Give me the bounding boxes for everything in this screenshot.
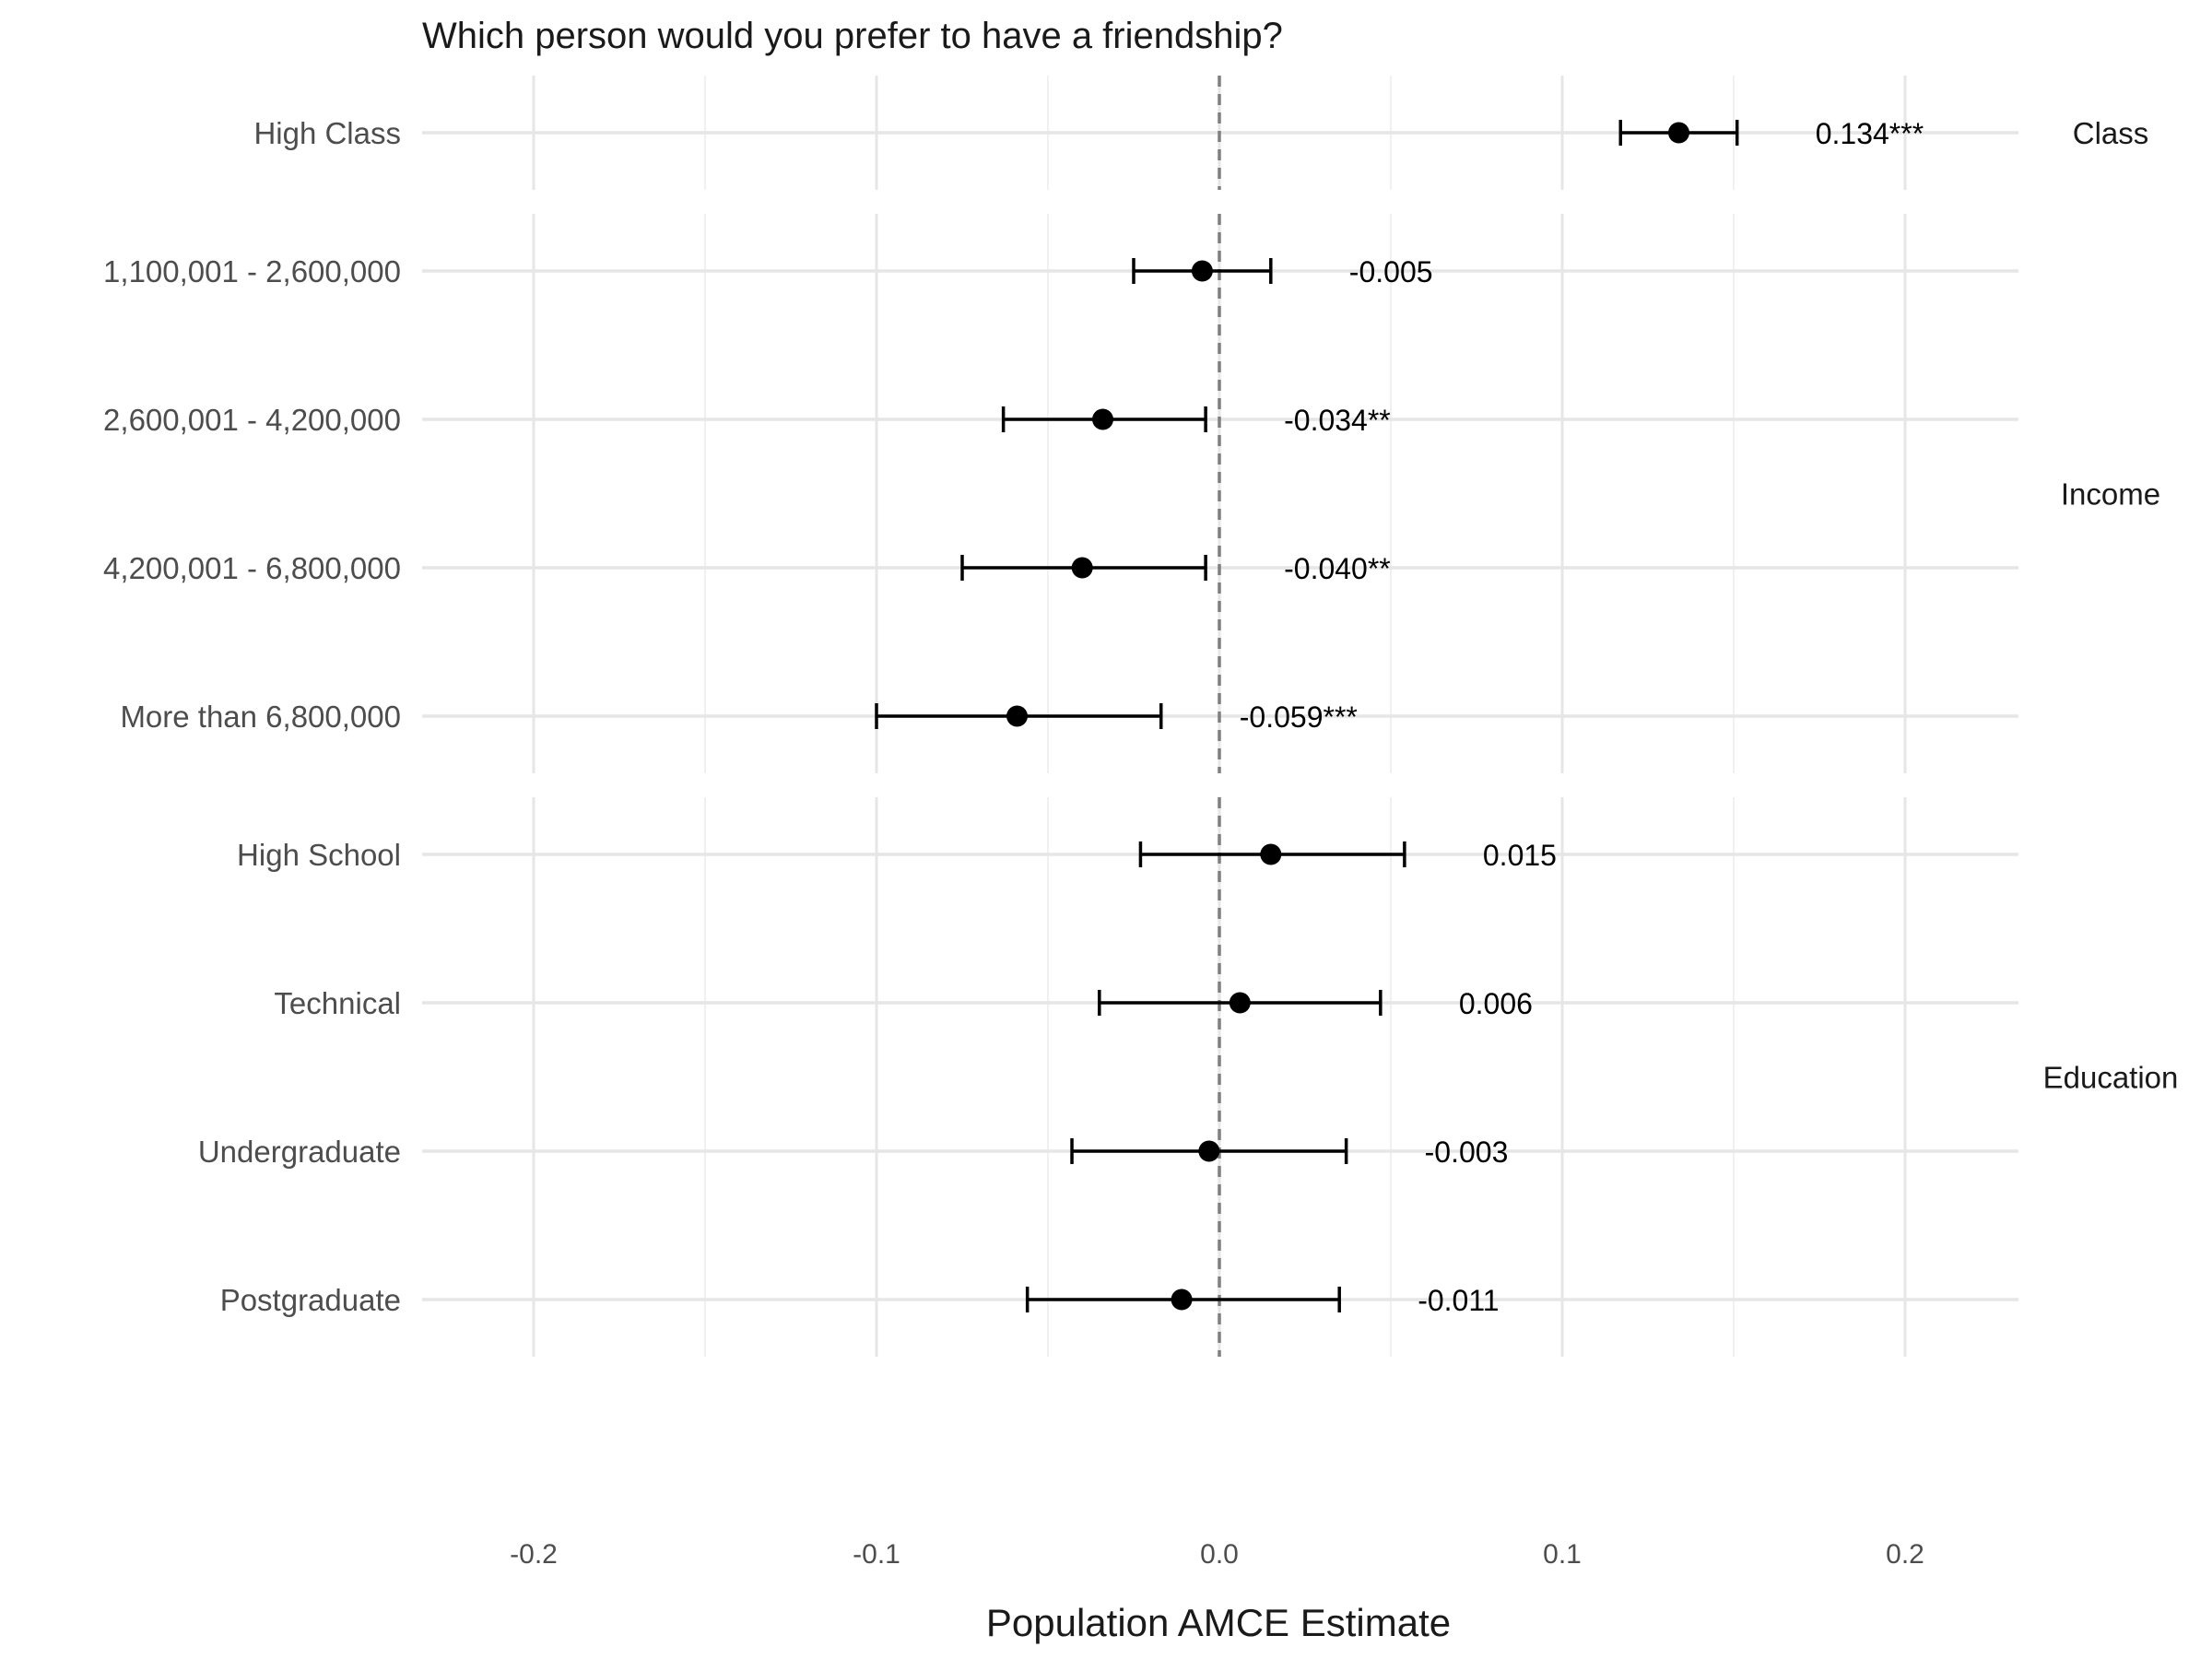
y-tick-label: 2,600,001 - 4,200,000 [103, 403, 401, 437]
x-tick-label: 0.2 [1886, 1539, 1924, 1570]
x-tick-label: 0.1 [1543, 1539, 1582, 1570]
facet-panel-class: High Class 0.134*** Class [253, 76, 2148, 190]
facet-panel-education: High School 0.015 Technical 0.006 Undergradu… [198, 797, 2179, 1357]
x-tick-label: 0.0 [1200, 1539, 1239, 1570]
facet-strip-label: Income [2061, 477, 2160, 512]
data-label: -0.005 [1349, 255, 1433, 288]
y-tick-label: Postgraduate [220, 1283, 401, 1317]
x-tick-label: -0.1 [853, 1539, 900, 1570]
data-label: 0.015 [1483, 839, 1557, 872]
data-label: -0.011 [1418, 1284, 1499, 1317]
estimate-point [1667, 122, 1689, 144]
data-label: -0.040** [1284, 552, 1391, 585]
facet-strip-label: Class [2073, 116, 2149, 150]
y-tick-label: Technical [274, 986, 401, 1020]
x-axis: -0.2 -0.1 0.0 0.1 0.2 [510, 1539, 1924, 1570]
facet-strip-label: Education [2043, 1061, 2179, 1095]
data-label: 0.134*** [1816, 117, 1924, 150]
estimate-point [1006, 705, 1029, 727]
facet-panels: High Class 0.134*** Class 1,100,001 - 2,600… [103, 76, 2178, 1357]
facet-panel-income: 1,100,001 - 2,600,000 -0.005 2,600,001 - 4… [103, 214, 2160, 773]
x-tick-label: -0.2 [510, 1539, 558, 1570]
y-tick-label: Undergraduate [198, 1135, 401, 1169]
estimate-point [1071, 557, 1093, 579]
estimate-point [1171, 1288, 1193, 1311]
y-tick-label: High School [237, 838, 401, 872]
y-tick-label: More than 6,800,000 [120, 700, 401, 734]
data-label: -0.034** [1284, 404, 1391, 437]
estimate-point [1229, 992, 1251, 1014]
estimate-point [1260, 843, 1282, 865]
estimate-point [1198, 1140, 1220, 1162]
estimate-point [1191, 260, 1213, 282]
y-tick-label: 1,100,001 - 2,600,000 [103, 254, 401, 288]
y-tick-label: 4,200,001 - 6,800,000 [103, 551, 401, 585]
data-label: -0.059*** [1240, 700, 1358, 734]
data-label: -0.003 [1425, 1135, 1509, 1169]
y-tick-label: High Class [253, 116, 401, 150]
estimate-point [1092, 408, 1114, 430]
data-label: 0.006 [1459, 987, 1533, 1020]
chart-title: Which person would you prefer to have a … [422, 16, 1283, 56]
x-axis-title: Population AMCE Estimate [986, 1601, 1451, 1644]
